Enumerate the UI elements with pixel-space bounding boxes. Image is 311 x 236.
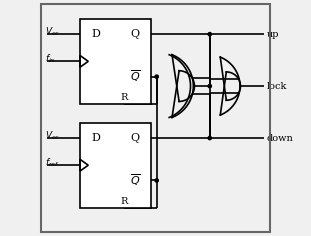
Text: D: D [91,29,100,39]
Circle shape [208,84,211,88]
Circle shape [208,33,211,36]
Circle shape [155,75,158,78]
Text: R: R [120,197,128,206]
Text: $\overline{Q}$: $\overline{Q}$ [130,173,141,188]
Text: $V_{cc}$: $V_{cc}$ [44,129,60,142]
Text: lock: lock [267,82,287,91]
Text: Q: Q [131,29,140,39]
Text: up: up [267,30,279,39]
Text: $\overline{Q}$: $\overline{Q}$ [130,69,141,84]
Text: $V_{cc}$: $V_{cc}$ [44,25,60,38]
Text: Q: Q [131,133,140,143]
Circle shape [155,179,158,182]
Text: D: D [91,133,100,143]
Circle shape [208,136,211,140]
Bar [80,123,151,208]
Text: down: down [267,134,293,143]
Text: R: R [120,93,128,102]
Text: $f_{in}$: $f_{in}$ [44,53,55,65]
Text: $f_{ref}$: $f_{ref}$ [44,157,59,169]
Bar [80,19,151,104]
